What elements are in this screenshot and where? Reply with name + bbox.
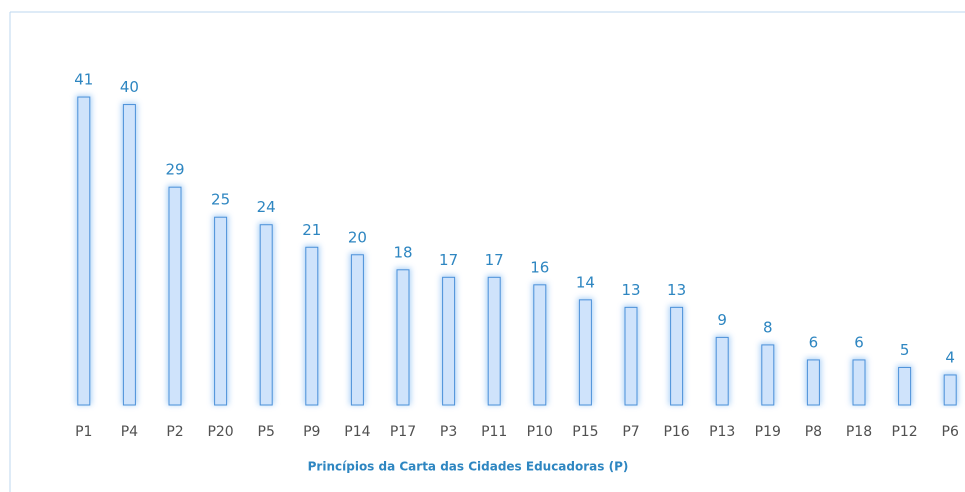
- x-tick-label: P4: [121, 424, 138, 440]
- x-tick-label: P12: [891, 424, 917, 440]
- bar: [305, 246, 319, 406]
- x-tick-label: P7: [622, 424, 639, 440]
- value-label: 14: [576, 273, 595, 291]
- bar: [533, 284, 547, 406]
- bar: [396, 269, 410, 406]
- x-tick-label: P19: [755, 424, 781, 440]
- value-label: 5: [900, 341, 910, 359]
- value-label: 16: [530, 258, 549, 276]
- x-tick-label: P18: [846, 424, 872, 440]
- bar: [168, 186, 182, 406]
- value-label: 6: [809, 333, 819, 351]
- value-label: 17: [439, 251, 458, 269]
- x-tick-label: P1: [75, 424, 92, 440]
- value-label: 29: [165, 161, 184, 179]
- bar: [259, 224, 273, 406]
- bar: [806, 359, 820, 406]
- value-label: 40: [120, 78, 139, 96]
- value-label: 41: [74, 71, 93, 89]
- bar: [670, 306, 684, 406]
- value-label: 18: [393, 243, 412, 261]
- bar: [487, 276, 501, 406]
- bar: [122, 104, 136, 406]
- x-tick-label: P8: [805, 424, 822, 440]
- x-tick-label: P20: [207, 424, 233, 440]
- x-tick-label: P15: [572, 424, 598, 440]
- bar: [898, 366, 912, 406]
- bar: [350, 254, 364, 406]
- value-label: 9: [717, 311, 727, 329]
- value-label: 8: [763, 318, 773, 336]
- value-label: 13: [667, 281, 686, 299]
- value-label: 6: [854, 333, 864, 351]
- value-label: 20: [348, 228, 367, 246]
- bar: [214, 216, 228, 406]
- bar: [578, 299, 592, 406]
- bar: [624, 306, 638, 406]
- x-tick-label: P10: [527, 424, 553, 440]
- bar: [77, 96, 91, 406]
- value-label: 13: [621, 281, 640, 299]
- value-label: 24: [257, 198, 276, 216]
- value-label: 4: [945, 348, 955, 366]
- bar: [442, 276, 456, 406]
- x-tick-label: P9: [303, 424, 320, 440]
- value-label: 25: [211, 191, 230, 209]
- x-tick-label: P14: [344, 424, 370, 440]
- bar: [715, 336, 729, 406]
- x-tick-label: P6: [942, 424, 959, 440]
- bar: [943, 374, 957, 406]
- x-tick-label: P2: [166, 424, 183, 440]
- x-axis-title: Princípios da Carta das Cidades Educador…: [308, 460, 629, 474]
- bar: [761, 344, 775, 406]
- x-tick-label: P17: [390, 424, 416, 440]
- x-tick-label: P11: [481, 424, 507, 440]
- x-tick-label: P3: [440, 424, 457, 440]
- value-label: 17: [485, 251, 504, 269]
- x-tick-label: P16: [663, 424, 689, 440]
- value-label: 21: [302, 221, 321, 239]
- x-tick-label: P5: [258, 424, 275, 440]
- x-tick-label: P13: [709, 424, 735, 440]
- bar: [852, 359, 866, 406]
